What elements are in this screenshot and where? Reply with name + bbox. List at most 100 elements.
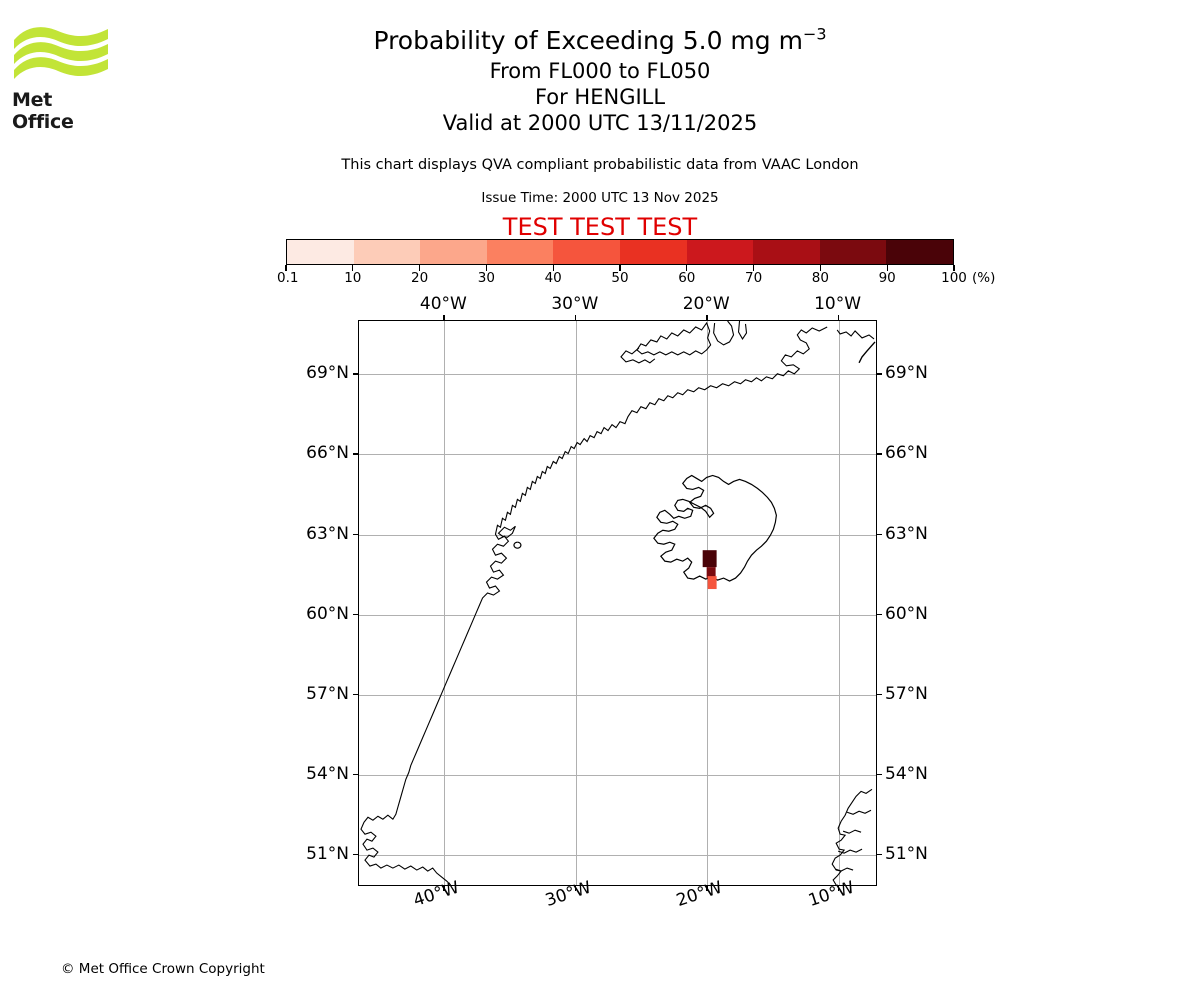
ytick-right-3 [877, 613, 882, 616]
colorbar-segment-8 [819, 240, 887, 264]
ytick-right-6 [877, 373, 882, 375]
xtick-bottom-2 [706, 886, 708, 891]
colorbar-label-100: 100 [941, 270, 967, 286]
colorbar-segment-9 [886, 240, 953, 264]
xaxis-top-label-30°W: 30°W [551, 294, 599, 314]
colorbar-label-10: 10 [344, 270, 362, 286]
colorbar-label-0.1: 0.1 [276, 270, 299, 286]
yaxis-right-label-63°N: 63°N [885, 523, 928, 544]
xtick-top-1 [574, 315, 577, 320]
colorbar-segment-3 [486, 240, 554, 264]
gridline-lat-69n [359, 374, 876, 376]
subtitle-site: For HENGILL [534, 85, 666, 109]
ytick-right-4 [877, 533, 882, 535]
yaxis-left-label-63°N: 63°N [306, 523, 349, 544]
ytick-left-0 [353, 853, 358, 856]
colorbar-segment-4 [553, 240, 620, 264]
colorbar-segment-5 [619, 240, 687, 264]
colorbar-label-40: 40 [544, 270, 562, 286]
jan-mayen-fragment [858, 341, 876, 364]
gridline-lon-30w [575, 321, 577, 885]
ytick-left-6 [353, 373, 358, 375]
coastline-overlay [360, 321, 876, 885]
colorbar-label-50: 50 [611, 270, 629, 286]
greenland-fjord-detail [497, 525, 516, 538]
ytick-right-0 [877, 853, 882, 856]
colorbar-label-30: 30 [477, 270, 495, 286]
colorbar-segments [286, 239, 954, 265]
test-banner: TEST TEST TEST [502, 213, 698, 241]
ytick-right-2 [877, 693, 882, 696]
page-title: Probability of Exceeding 5.0 mg m−3 [0, 24, 1200, 58]
xtick-top-0 [443, 315, 445, 320]
chart-title-block: Probability of Exceeding 5.0 mg m−3 From… [0, 24, 1200, 136]
colorbar-label-90: 90 [878, 270, 896, 286]
ireland-coastline [831, 788, 873, 885]
colorbar-tick-40 [552, 265, 554, 271]
gridline-lat-51n [359, 854, 876, 856]
colorbar-tick-80 [819, 265, 822, 271]
yaxis-right-label-60°N: 60°N [885, 603, 928, 624]
ytick-left-5 [353, 453, 358, 455]
yaxis-left-label-69°N: 69°N [306, 363, 349, 384]
map-plot-area[interactable] [358, 320, 877, 886]
yaxis-right-label-54°N: 54°N [885, 763, 928, 784]
page-title-exponent: −3 [802, 24, 827, 44]
gridline-lat-60n [359, 614, 876, 616]
plume-cell-high [702, 550, 717, 568]
colorbar-tick-90 [886, 265, 888, 271]
gridline-lat-54n [359, 774, 876, 776]
gridline-lon-10w [838, 321, 840, 885]
greenland-small-island [513, 541, 522, 549]
xtick-bottom-3 [837, 886, 839, 891]
xtick-bottom-0 [443, 886, 445, 891]
plume-cell-low [707, 576, 717, 590]
ytick-left-1 [353, 773, 358, 776]
yaxis-left-label-60°N: 60°N [306, 603, 349, 624]
colorbar-tick-10 [352, 265, 354, 271]
yaxis-right-label-66°N: 66°N [885, 443, 928, 464]
gridline-lat-57n [359, 694, 876, 696]
yaxis-left-label-51°N: 51°N [306, 843, 349, 864]
xaxis-top-label-40°W: 40°W [419, 294, 467, 314]
north-island-fragment [713, 321, 735, 346]
yaxis-left-label-54°N: 54°N [306, 763, 349, 784]
gridline-lat-63n [359, 534, 876, 536]
gridline-lat-66n [359, 454, 876, 456]
north-peninsula-fragment [620, 347, 656, 364]
subtitle-flight-levels: From FL000 to FL050 [489, 59, 711, 83]
gridline-lon-40w [444, 321, 446, 885]
xtick-top-3 [837, 315, 839, 320]
gridline-lon-20w [707, 321, 709, 885]
yaxis-right-label-51°N: 51°N [885, 843, 928, 864]
ytick-left-3 [353, 613, 358, 616]
colorbar-tick-60 [686, 265, 688, 271]
north-strait-fragment [737, 321, 748, 340]
colorbar-segment-6 [686, 240, 754, 264]
xtick-top-2 [706, 315, 708, 320]
plume-cell-mid [706, 567, 716, 579]
colorbar-unit-label: (%) [972, 270, 996, 286]
qva-compliance-note: This chart displays QVA compliant probab… [341, 157, 859, 173]
yaxis-right-label-57°N: 57°N [885, 683, 928, 704]
issue-time-label: Issue Time: 2000 UTC 13 Nov 2025 [481, 190, 719, 206]
ytick-right-1 [877, 773, 882, 776]
yaxis-left-label-57°N: 57°N [306, 683, 349, 704]
ytick-right-5 [877, 453, 882, 455]
colorbar-tick-30 [485, 265, 488, 271]
xaxis-top-label-20°W: 20°W [682, 294, 730, 314]
yaxis-right-label-69°N: 69°N [885, 363, 928, 384]
colorbar-tick-100 [953, 265, 955, 271]
met-office-logo: Met Office [12, 22, 112, 133]
xtick-bottom-1 [574, 886, 577, 891]
colorbar-tick-20 [418, 265, 421, 271]
colorbar-segment-2 [420, 240, 487, 264]
met-office-logo-text: Met Office [12, 89, 74, 133]
colorbar-label-80: 80 [811, 270, 829, 286]
colorbar-label-70: 70 [745, 270, 763, 286]
colorbar-tick-0.1 [285, 265, 287, 271]
colorbar-tick-50 [619, 265, 621, 271]
xaxis-top-label-10°W: 10°W [814, 294, 862, 314]
met-office-waves-icon [14, 27, 108, 79]
copyright-notice: © Met Office Crown Copyright [61, 961, 265, 977]
